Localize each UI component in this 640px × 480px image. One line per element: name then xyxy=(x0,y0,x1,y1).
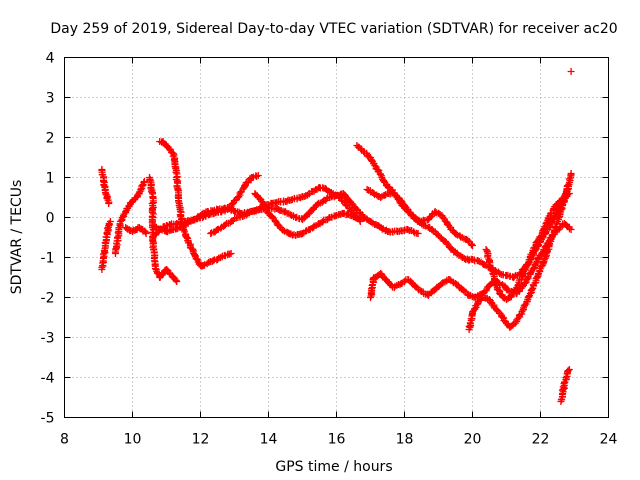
y-tick-label: -2 xyxy=(41,291,55,307)
chart-title: Day 259 of 2019, Sidereal Day-to-day VTE… xyxy=(50,21,617,37)
y-tick-label: 0 xyxy=(46,211,55,227)
y-tick-label: 3 xyxy=(46,91,55,107)
y-tick-label: 4 xyxy=(46,51,55,67)
y-tick-label: -3 xyxy=(41,331,55,347)
y-axis-label: SDTVAR / TECUs xyxy=(9,180,25,295)
x-tick-label: 14 xyxy=(260,432,278,448)
x-tick-label: 8 xyxy=(60,432,69,448)
x-tick-label: 22 xyxy=(532,432,550,448)
x-tick-label: 24 xyxy=(600,432,618,448)
y-tick-label: -5 xyxy=(41,411,55,427)
y-tick-label: 2 xyxy=(46,131,55,147)
y-tick-label: -1 xyxy=(41,251,55,267)
y-tick-label: -4 xyxy=(41,371,55,387)
x-tick-label: 20 xyxy=(464,432,482,448)
y-tick-label: 1 xyxy=(46,171,55,187)
x-tick-label: 12 xyxy=(192,432,210,448)
x-axis-label: GPS time / hours xyxy=(275,459,392,475)
x-tick-label: 18 xyxy=(396,432,414,448)
x-tick-label: 16 xyxy=(328,432,346,448)
sdtvar-chart: 8 10 12 14 16 18 20 22 24 43210-1-2-3-4-5 Day 25… xyxy=(0,0,640,480)
x-tick-label: 10 xyxy=(124,432,142,448)
